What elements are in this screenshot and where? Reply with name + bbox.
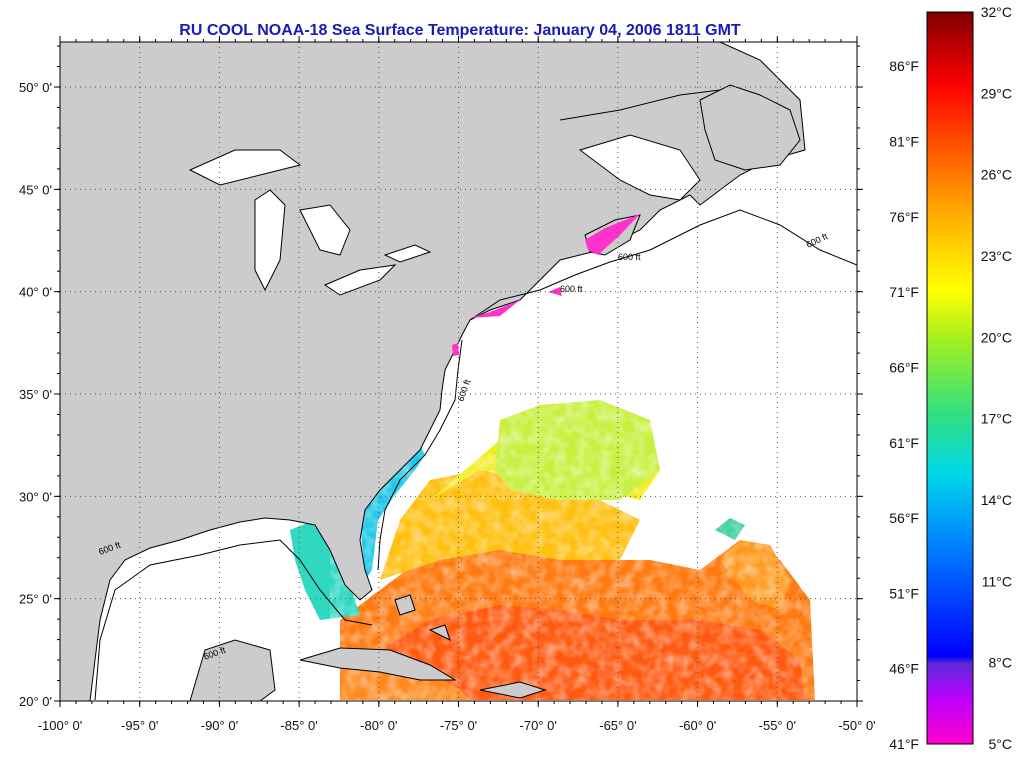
colorbar-labels: 32°C 29°C 26°C 23°C 20°C 17°C 14°C 11°C 8°C 5°C 86… [889,4,1012,752]
celsius-label: 20°C [981,329,1012,345]
fahrenheit-label: 56°F [889,510,919,526]
celsius-label: 5°C [989,736,1013,752]
lon-label: -55° 0' [759,718,796,733]
lon-label: -80° 0' [360,718,397,733]
fahrenheit-label: 86°F [889,58,919,74]
lon-label: -90° 0' [201,718,238,733]
map-title: RU COOL NOAA-18 Sea Surface Temperature:… [179,22,741,39]
latitude-labels: 50° 0' 45° 0' 40° 0' 35° 0' 30° 0' 25° 0' 20° … [19,80,52,709]
contour-label: 600 ft [560,284,583,294]
fahrenheit-label: 76°F [889,209,919,225]
fahrenheit-label: 81°F [889,134,919,150]
land-layer [60,42,806,701]
lon-label: -50° 0' [838,718,875,733]
lon-label: -75° 0' [440,718,477,733]
lat-label: 20° 0' [19,694,52,709]
celsius-label: 29°C [981,85,1012,101]
contour-label: 600 ft [618,252,641,262]
lat-label: 30° 0' [19,489,52,504]
fahrenheit-label: 46°F [889,661,919,677]
lat-label: 45° 0' [19,182,52,197]
celsius-label: 32°C [981,4,1012,20]
lat-label: 35° 0' [19,387,52,402]
axis-ticks [54,36,863,707]
celsius-label: 23°C [981,248,1012,264]
bathymetry-contours [94,89,857,701]
great-lakes [188,149,432,296]
lon-label: -65° 0' [599,718,636,733]
lon-label: -60° 0' [679,718,716,733]
lon-label: -85° 0' [280,718,317,733]
fahrenheit-label: 61°F [889,435,919,451]
lat-label: 40° 0' [19,285,52,300]
fahrenheit-label: 66°F [889,359,919,375]
celsius-label: 11°C [982,573,1012,589]
celsius-label: 14°C [981,492,1012,508]
fahrenheit-label: 51°F [889,585,919,601]
fahrenheit-label: 71°F [889,284,919,300]
celsius-label: 26°C [981,167,1012,183]
celsius-label: 8°C [989,655,1013,671]
longitude-labels: -100° 0' -95° 0' -90° 0' -85° 0' -80° 0' -75°… [38,718,876,733]
fahrenheit-label: 41°F [889,736,919,752]
lat-label: 25° 0' [19,592,52,607]
gulf-st-lawrence [578,134,701,201]
lon-label: -100° 0' [38,718,83,733]
lon-label: -70° 0' [520,718,557,733]
celsius-label: 17°C [981,411,1012,427]
lat-label: 50° 0' [19,80,52,95]
colorbar [926,11,974,745]
lon-label: -95° 0' [121,718,158,733]
